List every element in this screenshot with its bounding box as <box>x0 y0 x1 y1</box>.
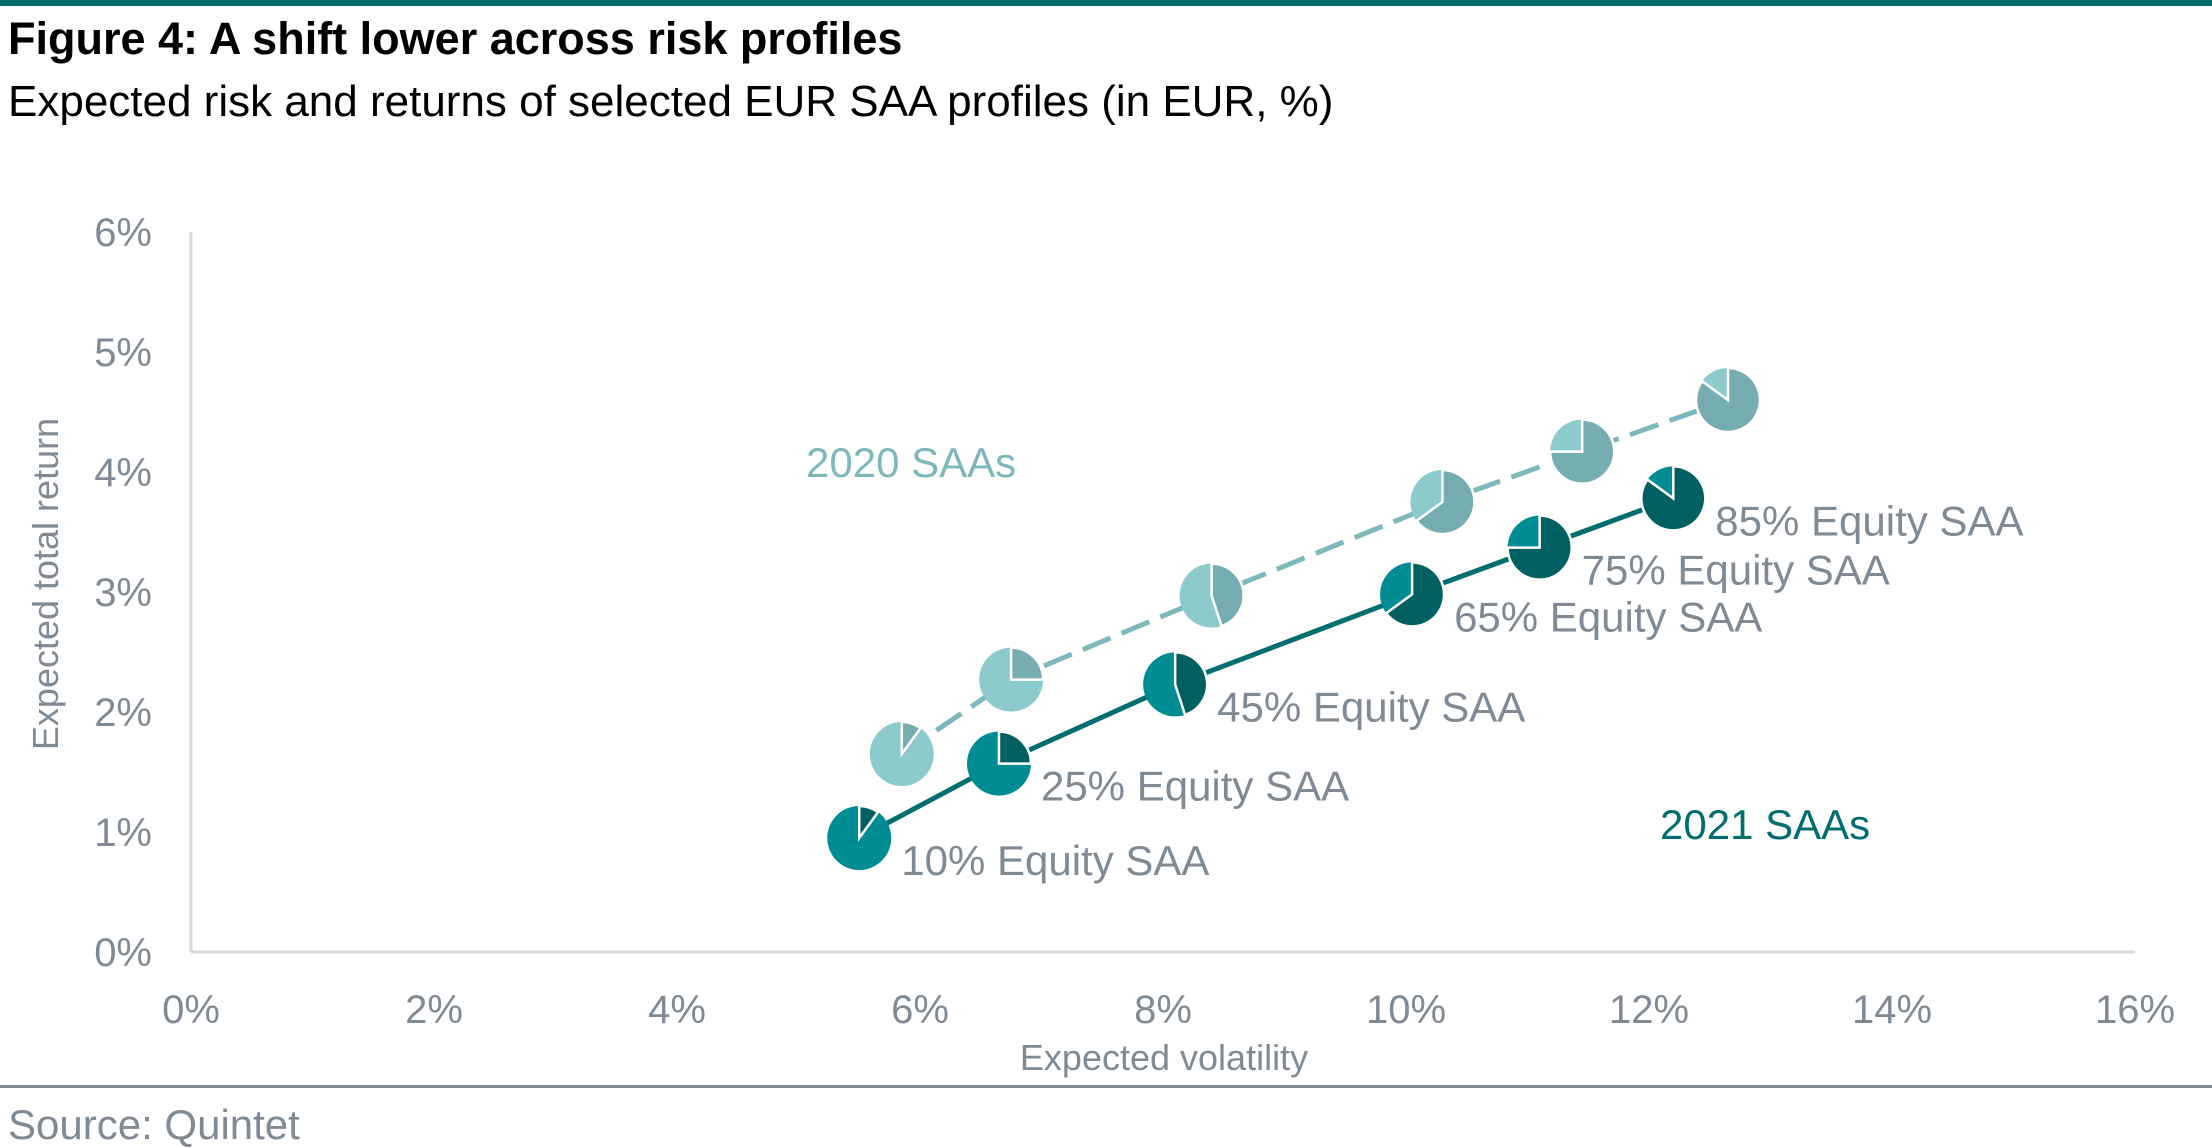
pie-equity-slice <box>1384 561 1446 628</box>
x-tick-label: 14% <box>1852 988 1932 1032</box>
pie-equity-slice <box>1210 562 1245 628</box>
pie-equity-slice <box>1640 465 1707 532</box>
source-note: Source: Quintet <box>8 1101 300 1148</box>
pie-marker-2021 <box>966 730 1033 796</box>
point-label: 65% Equity SAA <box>1454 593 1762 640</box>
pie-marker-2021 <box>1640 465 1707 532</box>
pie-equity-slice <box>1548 418 1616 485</box>
annotation-2021-saas: 2021 SAAs <box>1660 801 1870 848</box>
point-label: 45% Equity SAA <box>1217 683 1525 730</box>
pie-marker-2021 <box>1506 514 1573 581</box>
x-tick-label: 16% <box>2095 988 2175 1032</box>
figure-subtitle: Expected risk and returns of selected EU… <box>8 77 1334 126</box>
x-tick-label: 2% <box>405 988 463 1032</box>
pie-marker-2020 <box>1410 468 1476 536</box>
y-tick-label: 3% <box>94 571 152 615</box>
x-tick-label: 4% <box>648 988 706 1032</box>
pie-equity-slice <box>900 720 923 758</box>
pie-equity-slice <box>1173 651 1209 717</box>
figure-title: Figure 4: A shift lower across risk prof… <box>8 13 903 64</box>
y-axis-title: Expected total return <box>25 418 66 750</box>
axes: 0% 2% 4% 6% 8% 10% 12% 14% 16% 0% 1% 2% 3% 4% 5% 6% <box>94 211 2175 1032</box>
y-tick-label: 0% <box>94 931 152 975</box>
x-tick-label: 10% <box>1366 988 1446 1032</box>
pie-equity-slice <box>858 804 880 842</box>
y-tick-label: 1% <box>94 811 152 855</box>
pie-marker-2021 <box>827 804 892 870</box>
pie-equity-slice <box>1009 646 1045 681</box>
pie-marker-2020 <box>1548 418 1616 485</box>
x-tick-label: 0% <box>162 988 220 1032</box>
point-label: 75% Equity SAA <box>1582 547 1890 594</box>
pie-marker-2021 <box>1380 561 1446 628</box>
pie-marker-2020 <box>1179 562 1245 628</box>
pie-equity-slice <box>1694 366 1762 434</box>
x-axis-title: Expected volatility <box>1020 1037 1308 1078</box>
point-labels: 10% Equity SAA 25% Equity SAA 45% Equity S… <box>901 497 2023 884</box>
point-label: 25% Equity SAA <box>1041 763 1349 810</box>
y-tick-label: 6% <box>94 211 152 255</box>
series-markers <box>827 366 1762 870</box>
x-tick-label: 8% <box>1134 988 1192 1032</box>
x-tick-label: 12% <box>1609 988 1689 1032</box>
bottom-rule <box>0 1085 2212 1088</box>
y-tick-label: 2% <box>94 691 152 735</box>
y-tick-label: 5% <box>94 331 152 375</box>
pie-marker-2020 <box>979 646 1045 712</box>
annotation-2020-saas: 2020 SAAs <box>806 439 1016 486</box>
pie-marker-2020 <box>1694 366 1762 434</box>
pie-equity-slice <box>1414 468 1476 536</box>
pie-equity-slice <box>1506 514 1573 581</box>
point-label: 10% Equity SAA <box>901 837 1209 884</box>
pie-marker-2021 <box>1143 651 1209 717</box>
pie-marker-2020 <box>869 720 934 786</box>
point-label: 85% Equity SAA <box>1715 497 2023 544</box>
pie-equity-slice <box>997 730 1033 765</box>
y-tick-label: 4% <box>94 451 152 495</box>
x-tick-label: 6% <box>891 988 949 1032</box>
top-rule <box>0 0 2212 6</box>
